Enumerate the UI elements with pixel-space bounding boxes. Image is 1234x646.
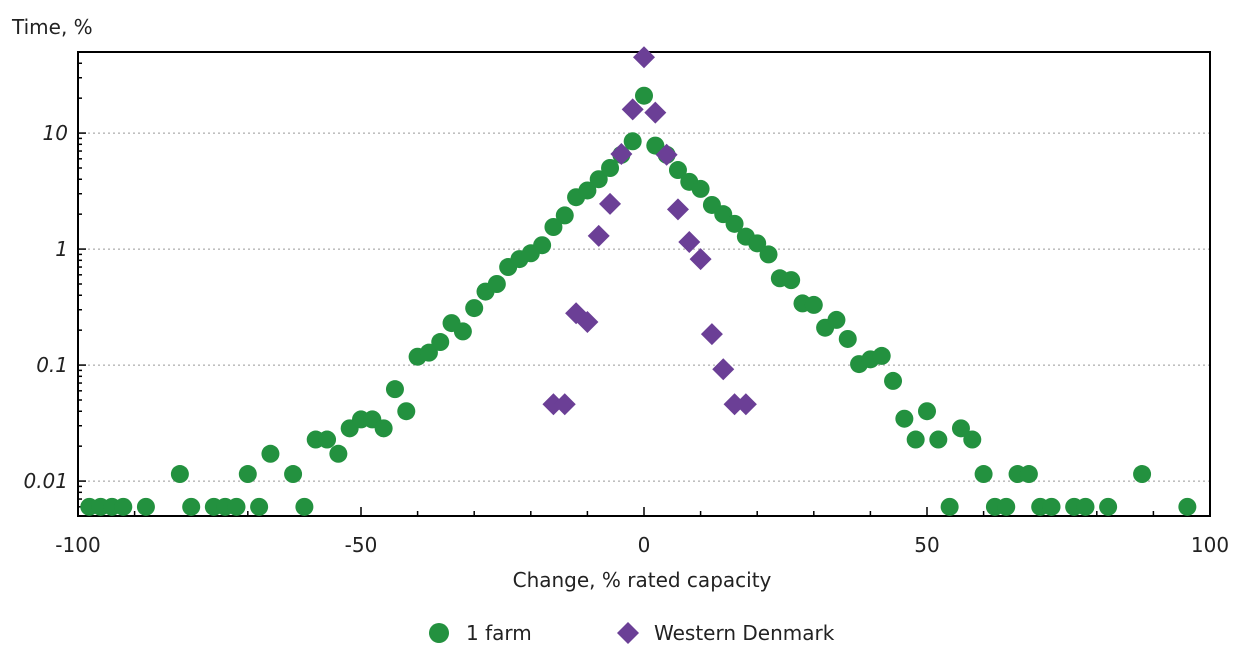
legend-label-1-farm: 1 farm [466, 621, 532, 645]
data-point-western-denmark [644, 101, 667, 124]
data-point-western-denmark [587, 224, 610, 247]
grid-lines [78, 132, 1210, 482]
y-tick-label: 0.01 [23, 469, 68, 493]
x-tick-label: -50 [345, 533, 378, 557]
data-point-western-denmark [610, 143, 633, 166]
data-point-1-farm [1133, 465, 1152, 484]
data-point-western-denmark [712, 358, 735, 381]
data-point-1-farm [929, 430, 948, 449]
data-point-1-farm [906, 430, 925, 449]
data-point-western-denmark [700, 323, 723, 346]
data-point-1-farm [623, 132, 642, 151]
data-point-1-farm [182, 497, 201, 516]
data-point-1-farm [974, 465, 993, 484]
data-point-1-farm [318, 430, 337, 449]
data-point-1-farm [385, 380, 404, 399]
data-point-1-farm [114, 497, 133, 516]
y-tick-label: 0.1 [36, 353, 68, 377]
data-point-1-farm [759, 245, 778, 264]
data-point-1-farm [465, 299, 484, 318]
data-point-1-farm [533, 236, 552, 255]
x-axis-title: Change, % rated capacity [513, 568, 772, 592]
legend: 1 farm Western Denmark [429, 621, 835, 645]
data-point-1-farm [1099, 497, 1118, 516]
data-point-1-farm [691, 179, 710, 198]
data-point-1-farm [238, 465, 257, 484]
data-point-1-farm [589, 170, 608, 189]
data-point-1-farm [804, 295, 823, 314]
x-tick-label: 50 [914, 533, 939, 557]
data-point-1-farm [227, 497, 246, 516]
data-point-1-farm [136, 497, 155, 516]
series-1 [542, 46, 757, 416]
data-marks [80, 46, 1197, 516]
data-point-1-farm [250, 497, 269, 516]
data-point-1-farm [895, 409, 914, 428]
data-point-1-farm [725, 214, 744, 233]
data-point-1-farm [1019, 465, 1038, 484]
data-point-1-farm [487, 275, 506, 293]
data-point-1-farm [431, 333, 450, 352]
data-point-western-denmark [599, 192, 622, 215]
data-point-1-farm [827, 310, 846, 329]
data-point-western-denmark [621, 98, 644, 121]
data-point-1-farm [544, 218, 563, 237]
data-point-1-farm [329, 444, 348, 463]
data-point-1-farm [374, 419, 393, 438]
data-point-1-farm [997, 497, 1016, 516]
data-point-1-farm [782, 271, 801, 290]
data-point-1-farm [635, 86, 653, 105]
data-point-western-denmark [576, 311, 599, 334]
data-point-western-denmark [553, 393, 576, 416]
data-point-1-farm [884, 371, 903, 390]
data-point-1-farm [940, 497, 959, 516]
data-point-1-farm [295, 497, 314, 516]
y-tick-label: 10 [43, 121, 68, 145]
data-point-1-farm [918, 402, 936, 421]
data-point-1-farm [170, 465, 189, 484]
legend-marker-western-denmark [617, 622, 639, 644]
data-point-1-farm [453, 322, 472, 341]
tick-labels: 0.01 0.1 1 10 -100 -50 0 50 100 [23, 121, 1229, 557]
data-point-1-farm [284, 465, 303, 484]
data-point-1-farm [668, 161, 687, 180]
data-point-western-denmark [689, 248, 712, 271]
data-point-1-farm [601, 159, 620, 177]
data-point-western-denmark [666, 198, 689, 221]
data-point-western-denmark [678, 231, 701, 254]
x-tick-label: -100 [55, 533, 100, 557]
data-point-1-farm [1076, 497, 1095, 516]
plot-frame [77, 51, 1211, 517]
data-point-1-farm [963, 430, 982, 449]
data-point-1-farm [951, 419, 970, 438]
data-point-western-denmark [723, 393, 746, 416]
data-point-1-farm [872, 346, 891, 365]
data-point-1-farm [555, 206, 574, 225]
legend-marker-1-farm [429, 623, 449, 643]
data-point-1-farm [748, 234, 767, 253]
y-tick-label: 1 [55, 237, 68, 261]
y-axis-title: Time, % [11, 15, 93, 39]
data-point-1-farm [1042, 497, 1061, 516]
series-0 [80, 86, 1197, 516]
data-point-1-farm [397, 402, 416, 421]
data-point-1-farm [261, 444, 280, 463]
data-point-western-denmark [633, 46, 655, 69]
legend-label-western-denmark: Western Denmark [654, 621, 835, 645]
data-point-1-farm [578, 181, 597, 200]
data-point-1-farm [419, 343, 438, 362]
axis-ticks [77, 62, 1211, 516]
data-point-western-denmark [734, 393, 757, 416]
x-tick-label: 100 [1191, 533, 1229, 557]
data-point-western-denmark [542, 393, 565, 416]
data-point-1-farm [838, 329, 857, 348]
data-point-western-denmark [655, 143, 678, 166]
data-point-1-farm [1178, 497, 1197, 516]
x-tick-label: 0 [638, 533, 651, 557]
